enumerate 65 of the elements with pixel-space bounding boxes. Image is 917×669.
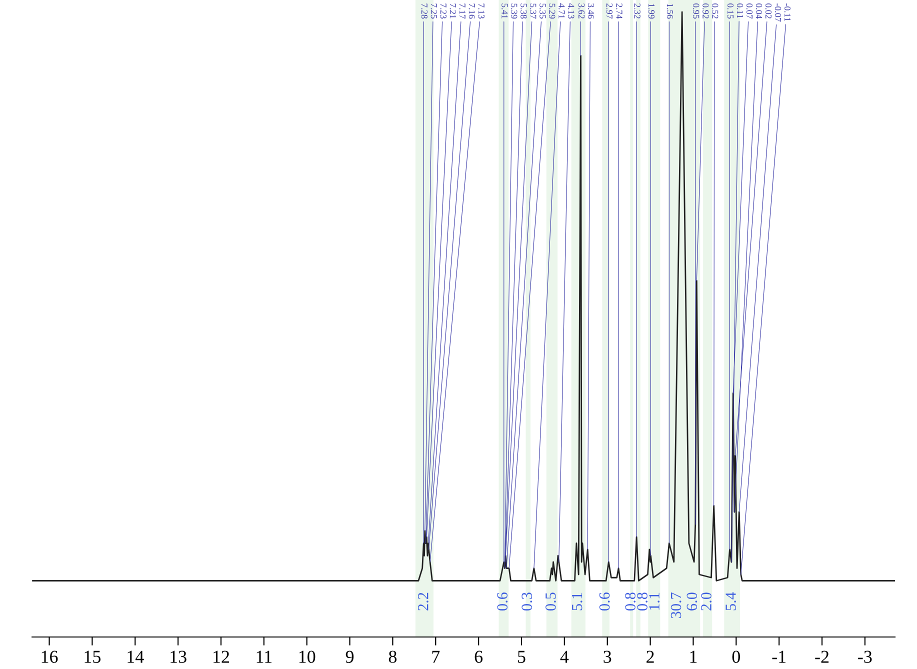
band-label: 2.0 <box>701 592 712 610</box>
annotation: 2.97 <box>606 4 612 19</box>
band-label: 0.3 <box>522 592 532 611</box>
x-tick-label: 1 <box>690 650 697 663</box>
x-tick-label: 7 <box>432 650 440 663</box>
x-tick-label: 0 <box>732 650 740 663</box>
x-tick-label: 8 <box>388 650 397 663</box>
annotation: 0.11 <box>736 3 744 18</box>
x-tick-label: 15 <box>84 650 101 663</box>
band-label: 0.8 <box>637 592 648 611</box>
annotation: 4.71 <box>558 3 565 18</box>
band-label: 0.6 <box>497 592 508 611</box>
annotation: 5.38 <box>520 4 527 19</box>
x-tick-label: -1 <box>772 650 786 663</box>
x-tick-label: 2 <box>646 650 654 663</box>
annotation: 0.07 <box>746 3 753 19</box>
band-label: 0.6 <box>599 592 610 611</box>
band-label: 6.0 <box>686 592 698 610</box>
x-tick-label: 16 <box>42 650 58 663</box>
annotation: 7.25 <box>430 4 437 19</box>
annotation: 0.52 <box>712 3 718 18</box>
annotation: 7.13 <box>478 4 484 19</box>
annotation: 7.16 <box>468 4 475 19</box>
x-tick-label: 12 <box>214 650 230 663</box>
annotation: 5.39 <box>511 4 518 19</box>
band-label: 0.5 <box>545 592 556 611</box>
annotation: 2.74 <box>616 4 622 19</box>
annotation: -0.07 <box>774 3 782 22</box>
x-tick-label: 14 <box>128 650 144 663</box>
annotation: 1.99 <box>648 4 655 19</box>
annotation: 4.13 <box>568 3 574 19</box>
x-tick-label: 10 <box>299 650 316 663</box>
x-tick-label: -2 <box>815 650 829 663</box>
annotation: 0.15 <box>727 3 734 19</box>
x-tick-label: 5 <box>518 650 526 663</box>
x-tick-label: 13 <box>170 650 186 663</box>
annotation: 0.92 <box>702 3 709 18</box>
x-tick-label: -3 <box>858 650 872 663</box>
annotation: 0.04 <box>756 3 762 19</box>
annotation: 1.56 <box>666 4 673 19</box>
annotation: 7.23 <box>440 4 446 19</box>
annotation: 0.02 <box>765 3 772 18</box>
x-tick-label: 11 <box>256 650 272 663</box>
annotation: 7.17 <box>459 4 466 19</box>
annotation: -0.11 <box>784 3 791 22</box>
annotation: 7.21 <box>450 4 456 18</box>
band-label: 2.2 <box>418 592 428 610</box>
annotation: 5.29 <box>549 4 556 19</box>
band-label: 5.1 <box>572 592 582 610</box>
x-tick-label: 6 <box>474 650 483 663</box>
annotation: 3.62 <box>578 4 585 18</box>
annotation: 5.41 <box>502 4 508 18</box>
x-tick-label: 4 <box>560 650 569 663</box>
annotation: 2.32 <box>634 4 640 18</box>
annotation: 7.28 <box>421 4 428 19</box>
x-tick-label: 3 <box>604 650 612 663</box>
band-label: 5.4 <box>726 592 736 610</box>
band-label: 30.7 <box>670 592 682 618</box>
annotation: 0.95 <box>693 3 700 19</box>
annotation: 3.46 <box>588 4 594 19</box>
x-tick-label: 9 <box>346 650 354 663</box>
annotation: 5.37 <box>530 4 536 19</box>
annotation: 5.35 <box>540 4 546 19</box>
band-label: 0.8 <box>625 592 636 611</box>
band-label: 1.1 <box>649 592 660 610</box>
